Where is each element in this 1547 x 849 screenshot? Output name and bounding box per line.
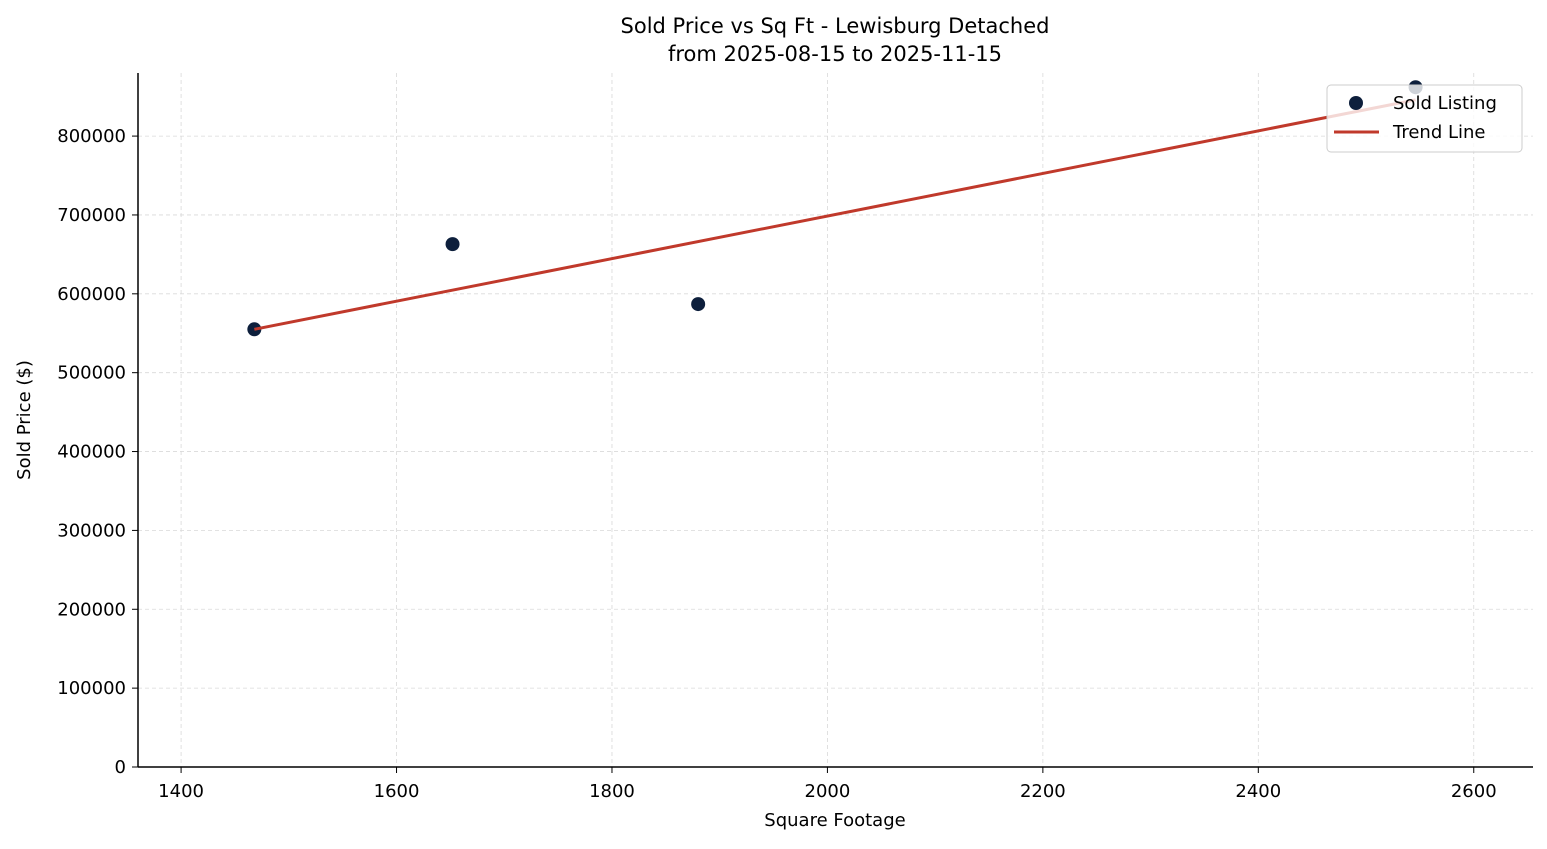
- legend-label-sold-listing: Sold Listing: [1393, 93, 1497, 114]
- x-tick-label: 1400: [158, 781, 204, 802]
- y-tick-label: 100000: [57, 678, 126, 699]
- trend-line: [254, 98, 1416, 331]
- y-tick-label: 600000: [57, 284, 126, 305]
- marks: [247, 80, 1423, 337]
- x-tick-label: 1600: [374, 781, 420, 802]
- data-point: [691, 297, 706, 312]
- x-tick-label: 2400: [1235, 781, 1281, 802]
- x-tick-label: 2600: [1451, 781, 1497, 802]
- legend-label-trend-line: Trend Line: [1392, 122, 1486, 143]
- chart-subtitle: from 2025-08-15 to 2025-11-15: [668, 42, 1002, 66]
- y-tick-label: 500000: [57, 363, 126, 384]
- legend-marker-sold-listing: [1349, 96, 1363, 110]
- y-tick-label: 700000: [57, 205, 126, 226]
- x-axis-label: Square Footage: [764, 810, 905, 831]
- y-tick-label: 400000: [57, 442, 126, 463]
- y-tick-label: 0: [115, 757, 126, 778]
- x-tick-label: 2000: [805, 781, 851, 802]
- chart-title: Sold Price vs Sq Ft - Lewisburg Detached: [621, 14, 1050, 38]
- y-tick-label: 200000: [57, 599, 126, 620]
- y-tick-label: 300000: [57, 520, 126, 541]
- data-point: [445, 237, 460, 252]
- grid: [138, 73, 1533, 768]
- y-tick-label: 800000: [57, 126, 126, 147]
- legend: Sold Listing Trend Line: [1326, 84, 1523, 153]
- x-tick-label: 2200: [1020, 781, 1066, 802]
- x-tick-label: 1800: [589, 781, 635, 802]
- ticks: 1400 1600 1800 2000 2200 2400 2600 0 100000 20000…: [57, 126, 1496, 802]
- y-axis-label: Sold Price ($): [14, 360, 35, 480]
